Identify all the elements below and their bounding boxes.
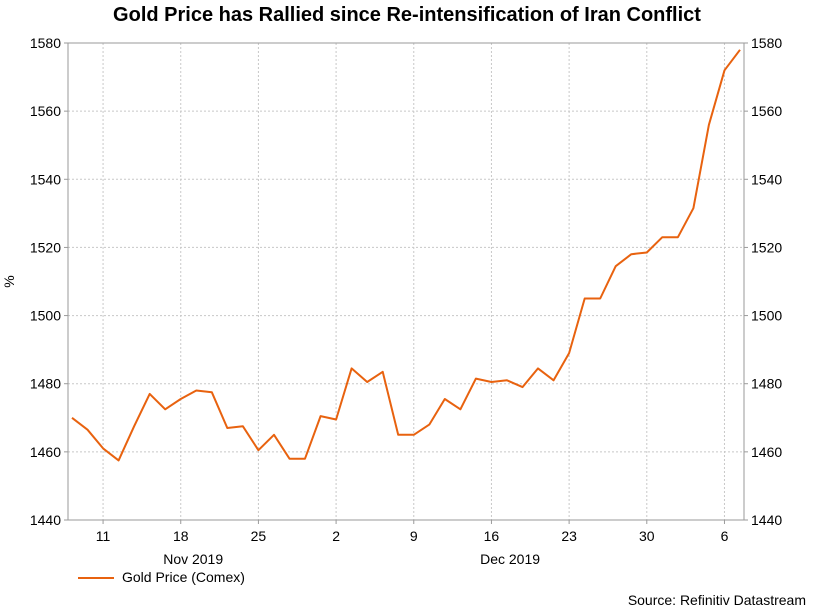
legend: Gold Price (Comex) xyxy=(78,569,245,585)
y-tick-label-right: 1540 xyxy=(751,171,782,187)
x-tick-label: 16 xyxy=(484,528,500,544)
x-month-label: Dec 2019 xyxy=(480,551,540,567)
x-tick-label: 2 xyxy=(332,528,340,544)
y-tick-label-right: 1560 xyxy=(751,103,782,119)
y-axis-label: % xyxy=(1,275,17,287)
legend-swatch xyxy=(78,577,114,580)
y-tick-label-left: 1480 xyxy=(30,376,61,392)
y-tick-label-left: 1580 xyxy=(30,35,61,51)
x-tick-label: 23 xyxy=(561,528,577,544)
y-tick-label-right: 1520 xyxy=(751,239,782,255)
x-tick-label: 11 xyxy=(96,528,111,544)
y-tick-label-right: 1480 xyxy=(751,376,782,392)
source-note: Source: Refinitiv Datastream xyxy=(627,592,806,608)
x-tick-label: 18 xyxy=(173,528,189,544)
x-tick-label: 25 xyxy=(251,528,267,544)
y-tick-label-left: 1560 xyxy=(30,103,61,119)
plot-frame xyxy=(67,42,745,521)
y-tick-label-left: 1540 xyxy=(30,171,61,187)
x-tick-label: 9 xyxy=(410,528,418,544)
y-tick-label-right: 1460 xyxy=(751,444,782,460)
y-tick-label-right: 1580 xyxy=(751,35,782,51)
x-tick-label: 6 xyxy=(721,528,729,544)
y-tick-label-left: 1460 xyxy=(30,444,61,460)
axes: 1440 1440 1460 1460 1480 1480 1500 1500 1520 1520… xyxy=(1,35,782,567)
y-tick-label-left: 1520 xyxy=(30,239,61,255)
series-layer xyxy=(71,49,741,462)
y-tick-label-right: 1440 xyxy=(751,512,782,528)
y-tick-label-right: 1500 xyxy=(751,308,782,324)
y-tick-label-left: 1500 xyxy=(30,308,61,324)
y-tick-label-left: 1440 xyxy=(30,512,61,528)
series-line-gold-price xyxy=(71,49,741,462)
chart-title: Gold Price has Rallied since Re-intensif… xyxy=(113,4,701,26)
x-month-label: Nov 2019 xyxy=(163,551,223,567)
grid xyxy=(68,43,744,520)
x-tick-label: 30 xyxy=(639,528,655,544)
legend-label: Gold Price (Comex) xyxy=(122,569,245,585)
